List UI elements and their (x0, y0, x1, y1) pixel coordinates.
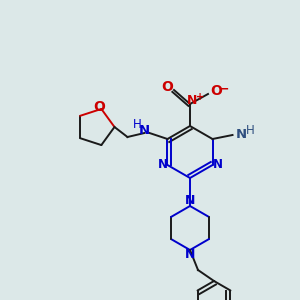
Text: N: N (158, 158, 167, 172)
Text: N: N (187, 94, 197, 106)
Text: N: N (185, 194, 195, 208)
Text: N: N (185, 248, 195, 262)
Text: H: H (245, 124, 254, 136)
Text: O: O (210, 84, 222, 98)
Text: −: − (219, 82, 229, 95)
Text: N: N (139, 124, 150, 137)
Text: N: N (236, 128, 247, 140)
Text: O: O (161, 80, 173, 94)
Text: O: O (93, 100, 105, 114)
Text: N: N (212, 158, 223, 172)
Text: H: H (133, 118, 142, 131)
Text: +: + (196, 92, 204, 102)
